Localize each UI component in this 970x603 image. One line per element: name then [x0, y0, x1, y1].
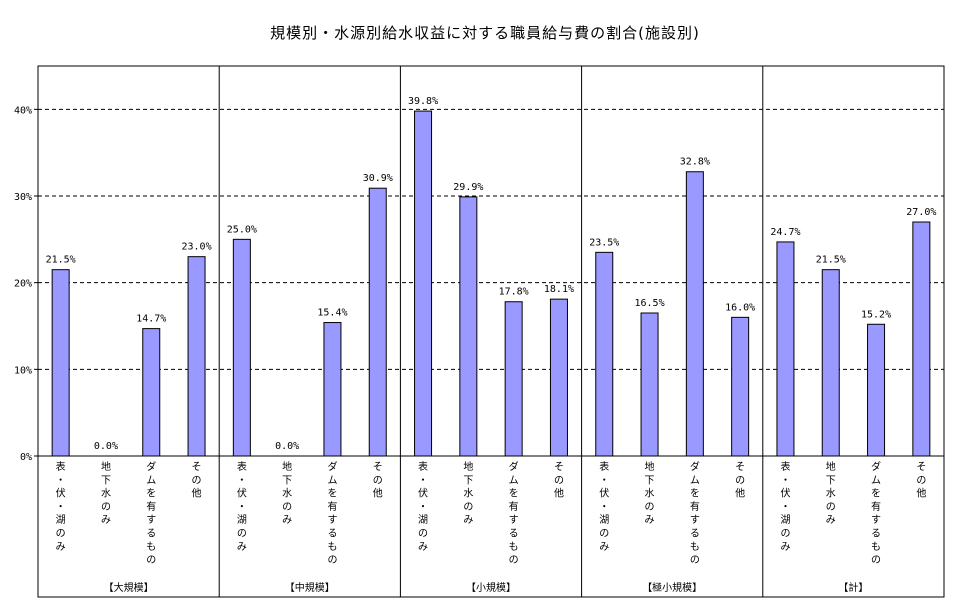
- data-label: 15.4%: [317, 308, 347, 319]
- category-label: 表・伏・湖のみ: [56, 460, 66, 553]
- bar: [51, 269, 70, 457]
- category-label: 地下水のみ: [645, 460, 655, 526]
- category-label: 表・伏・湖のみ: [780, 460, 790, 553]
- category-label: ダムを有するもの: [871, 460, 881, 566]
- data-label: 15.2%: [861, 309, 891, 320]
- bar: [414, 110, 433, 457]
- bar: [142, 328, 161, 457]
- bar: [731, 316, 750, 457]
- bar: [912, 221, 931, 457]
- category-label: 地下水のみ: [463, 460, 473, 526]
- data-label: 32.8%: [680, 157, 710, 168]
- bar: [187, 256, 206, 457]
- data-label: 27.0%: [906, 207, 936, 218]
- category-label: 地下水のみ: [282, 460, 292, 526]
- data-label: 14.7%: [136, 314, 166, 325]
- y-tick-label: 40%: [14, 105, 32, 116]
- data-label: 30.9%: [363, 173, 393, 184]
- data-label: 16.0%: [725, 302, 755, 313]
- group-label: 【大規模】: [104, 581, 154, 594]
- group-label: 【極小規模】: [642, 581, 702, 594]
- data-label: 0.0%: [94, 441, 118, 452]
- category-label: 表・伏・湖のみ: [599, 460, 609, 553]
- bar: [595, 251, 614, 457]
- data-label: 16.5%: [634, 298, 664, 309]
- category-label: その他: [735, 461, 745, 500]
- bar: [685, 171, 704, 457]
- category-label: 地下水のみ: [101, 460, 111, 526]
- y-tick-label: 0%: [20, 452, 32, 463]
- category-label: その他: [916, 461, 926, 500]
- data-label: 23.0%: [181, 242, 211, 253]
- bar: [368, 187, 387, 457]
- plot-frame: [37, 65, 945, 598]
- category-label: その他: [554, 461, 564, 500]
- category-label: その他: [373, 461, 383, 500]
- chart-title: 規模別・水源別給水収益に対する職員給与費の割合(施設別): [270, 24, 700, 42]
- data-label: 39.8%: [408, 96, 438, 107]
- category-label: 地下水のみ: [826, 460, 836, 526]
- data-label: 25.0%: [227, 224, 257, 235]
- category-label: ダムを有するもの: [327, 460, 337, 566]
- bar: [504, 301, 523, 457]
- data-label: 0.0%: [275, 441, 299, 452]
- data-label: 21.5%: [46, 255, 76, 266]
- data-label: 21.5%: [816, 255, 846, 266]
- category-label: その他: [192, 461, 202, 500]
- group-label: 【小規模】: [466, 582, 516, 594]
- category-label: ダムを有するもの: [509, 460, 519, 566]
- data-label: 17.8%: [499, 287, 529, 298]
- y-tick-label: 10%: [14, 365, 32, 376]
- bar: [459, 196, 478, 457]
- bar: [323, 322, 342, 457]
- bar: [776, 241, 795, 457]
- bar: [640, 312, 659, 457]
- data-label: 23.5%: [589, 237, 619, 248]
- category-label: 表・伏・湖のみ: [237, 460, 247, 553]
- group-label: 【計】: [838, 581, 868, 594]
- data-label: 18.1%: [544, 284, 574, 295]
- y-tick-label: 20%: [14, 279, 32, 290]
- category-label: ダムを有するもの: [690, 460, 700, 566]
- bar: [549, 298, 568, 457]
- bar: [821, 269, 840, 457]
- category-label: ダムを有するもの: [146, 460, 156, 566]
- bar: [867, 323, 886, 457]
- group-label: 【中規模】: [285, 581, 335, 594]
- category-label: 表・伏・湖のみ: [418, 460, 428, 553]
- y-tick-label: 30%: [14, 192, 32, 203]
- data-label: 24.7%: [770, 227, 800, 238]
- data-label: 29.9%: [453, 182, 483, 193]
- bar: [232, 238, 251, 457]
